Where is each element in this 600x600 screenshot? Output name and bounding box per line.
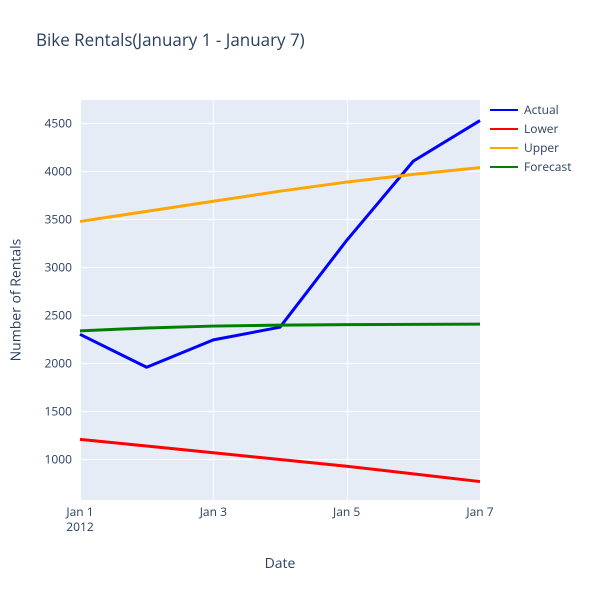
legend-label: Lower <box>524 120 558 137</box>
legend: Actual Lower Upper Forecast <box>490 100 571 176</box>
legend-item-forecast[interactable]: Forecast <box>490 157 571 176</box>
series-line-actual <box>80 121 480 368</box>
x-tick-label: Jan 5 <box>317 504 377 519</box>
chart-lines-svg <box>80 100 480 500</box>
legend-swatch <box>490 166 518 168</box>
y-tick-label: 4500 <box>24 114 72 131</box>
legend-item-lower[interactable]: Lower <box>490 119 571 138</box>
x-axis-title: Date <box>265 554 296 573</box>
chart-title: Bike Rentals(January 1 - January 7) <box>36 28 305 51</box>
y-tick-label: 3500 <box>24 210 72 227</box>
series-line-lower <box>80 439 480 481</box>
series-line-upper <box>80 168 480 222</box>
x-tick-label: Jan 3 <box>183 504 243 519</box>
legend-item-upper[interactable]: Upper <box>490 138 571 157</box>
legend-label: Upper <box>524 139 559 156</box>
legend-label: Actual <box>524 101 559 118</box>
y-tick-label: 3000 <box>24 258 72 275</box>
legend-label: Forecast <box>524 158 571 175</box>
plot-area[interactable] <box>80 100 480 500</box>
y-tick-label: 2500 <box>24 306 72 323</box>
chart-container: Bike Rentals(January 1 - January 7) Numb… <box>0 0 600 600</box>
legend-swatch <box>490 147 518 149</box>
y-tick-label: 1000 <box>24 450 72 467</box>
legend-swatch <box>490 109 518 111</box>
y-tick-label: 1500 <box>24 402 72 419</box>
legend-item-actual[interactable]: Actual <box>490 100 571 119</box>
y-tick-label: 2000 <box>24 354 72 371</box>
y-tick-label: 4000 <box>24 162 72 179</box>
y-axis-title: Number of Rentals <box>7 239 26 362</box>
gridline-v <box>480 100 481 500</box>
x-tick-label: Jan 1 2012 <box>50 504 110 534</box>
x-tick-label: Jan 7 <box>450 504 510 519</box>
legend-swatch <box>490 128 518 130</box>
